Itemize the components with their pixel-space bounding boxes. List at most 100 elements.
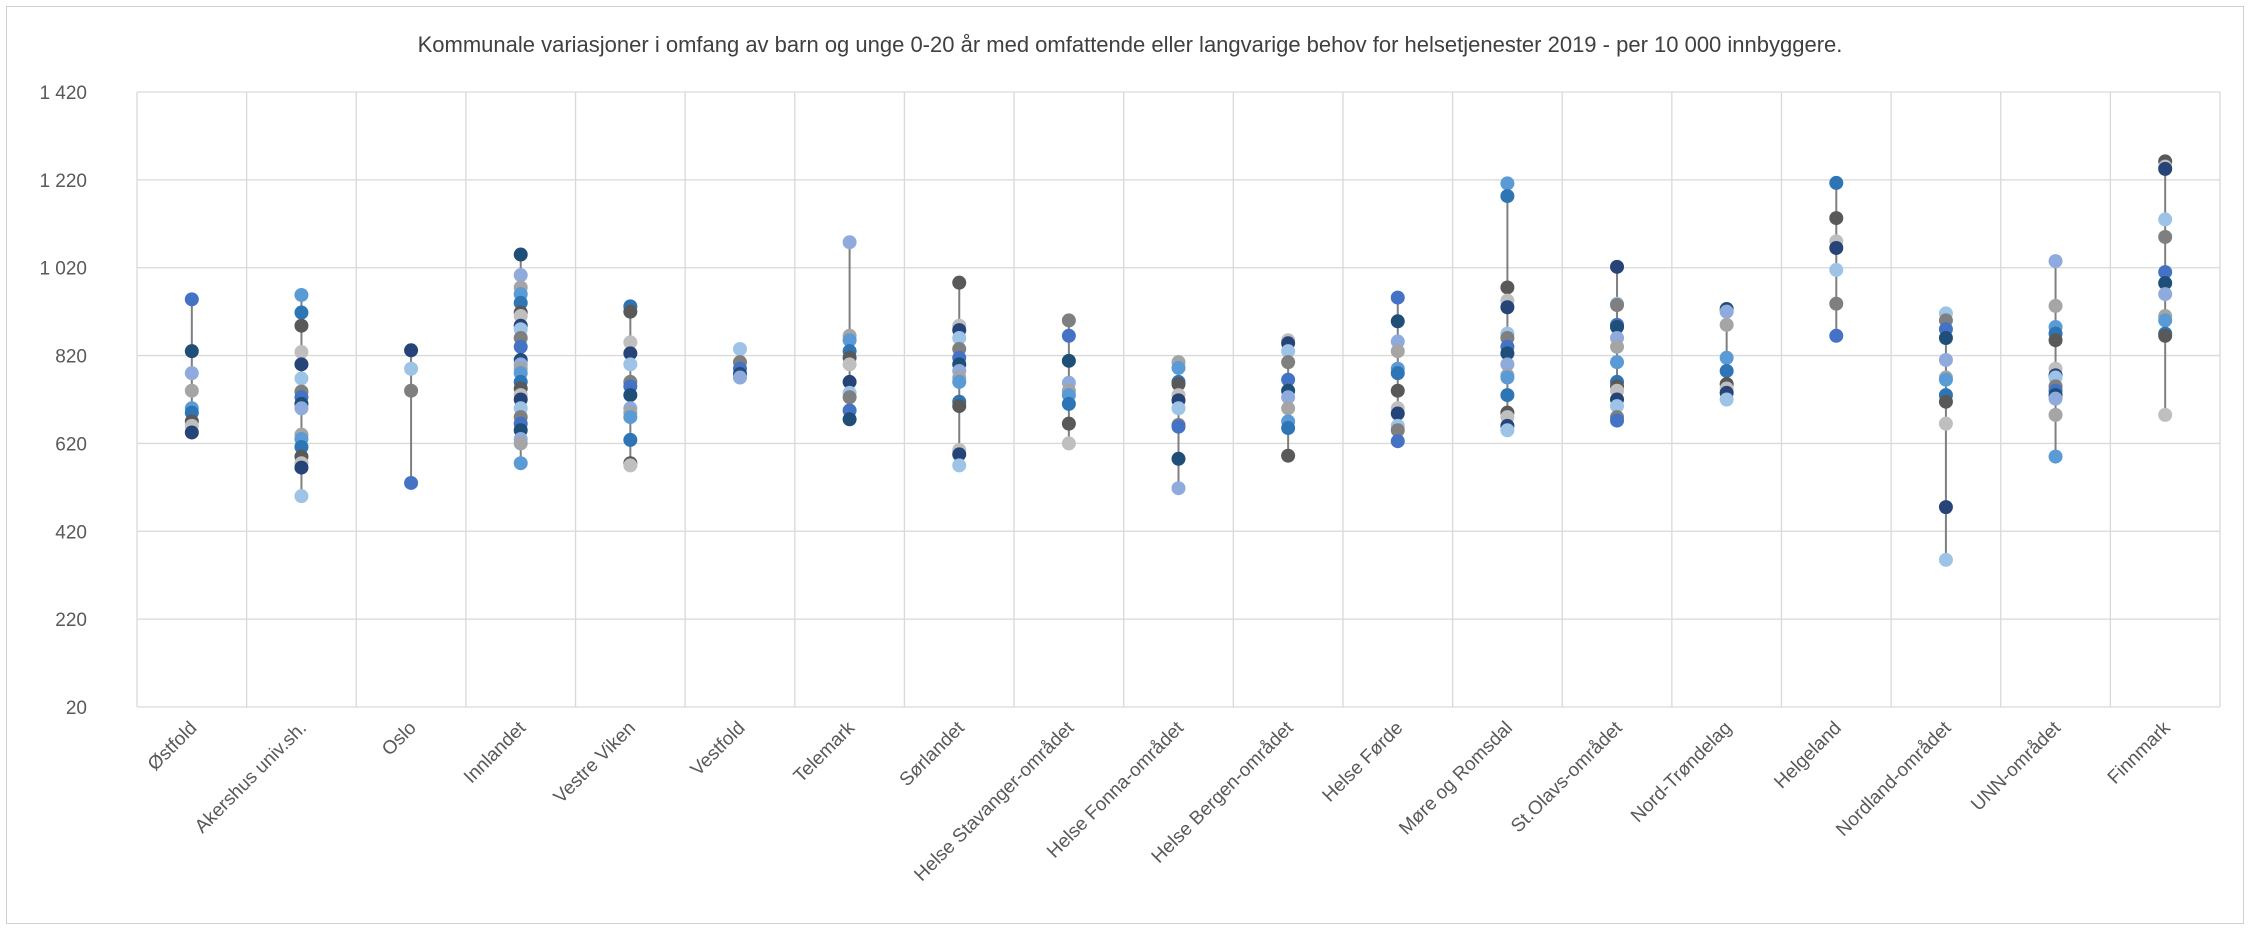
data-point [1500,423,1515,438]
data-point [294,371,309,386]
data-point [1281,372,1296,387]
y-tick-label: 220 [55,610,87,631]
data-point [294,439,309,454]
data-point [513,295,528,310]
data-point [1719,392,1734,407]
y-axis-tick-labels: 20 220 420 620 820 1 020 1 220 1 420 [39,83,87,719]
chart-svg: Kommunale variasjoner i omfang av barn o… [39,32,2221,886]
data-point [2158,287,2173,302]
data-point [1938,416,1953,431]
chart-frame: Kommunale variasjoner i omfang av barn o… [6,6,2244,924]
data-point [623,346,638,361]
data-point [1061,436,1076,451]
data-point [1171,419,1186,434]
data-point [1390,423,1405,438]
category-group [732,341,747,385]
data-point [404,361,419,376]
y-tick-label: 820 [55,347,87,368]
data-point [1938,331,1953,345]
category-group [623,299,638,473]
chart-title: Kommunale variasjoner i omfang av barn o… [418,32,1843,57]
data-point [404,383,419,398]
x-tick-label: Vestre Viken [550,718,640,808]
data-point [2048,254,2063,269]
data-point [294,318,309,333]
x-tick-label: Helse Førde [1319,718,1408,807]
data-point [513,309,528,324]
data-point [2158,161,2173,176]
data-point [2158,407,2173,422]
data-point [1171,360,1186,375]
data-point [1390,290,1405,305]
data-point [1500,346,1515,361]
data-point [1500,176,1515,191]
category-group [1719,302,1734,407]
data-point [1719,350,1734,365]
data-point [184,383,199,398]
data-point [1610,320,1625,335]
data-point [1500,370,1515,385]
data-point [184,292,199,307]
category-group [1610,259,1625,428]
data-point [1061,353,1076,368]
data-point [623,357,638,372]
data-point [1500,357,1515,372]
data-point [404,343,419,358]
data-point [294,305,309,320]
y-tick-label: 1 420 [39,83,87,104]
data-point [623,335,638,350]
data-point [294,460,309,475]
data-point [513,436,528,451]
grid-layer [136,91,2221,708]
data-point [623,388,638,403]
category-group [1938,306,1953,567]
x-tick-label: Møre og Romsdal [1395,718,1517,840]
data-point [952,275,967,290]
data-point [1281,401,1296,416]
data-point [1829,262,1844,277]
data-point [1390,344,1405,359]
data-point [842,333,857,348]
data-point [184,366,199,381]
data-point [2048,407,2063,422]
data-point [842,412,857,427]
series-layer [184,154,2173,567]
category-group [1500,176,1515,438]
data-point [1390,314,1405,329]
data-point [1829,175,1844,190]
data-point [1390,406,1405,421]
data-point [1719,317,1734,332]
data-point [952,458,967,473]
data-point [1390,383,1405,398]
data-point [952,374,967,389]
data-point [1829,240,1844,255]
y-tick-label: 20 [66,698,87,719]
data-point [2048,449,2063,464]
x-tick-label: Østfold [144,718,201,775]
data-point [1500,280,1515,295]
x-tick-label: Sørlandet [896,717,970,791]
data-point [513,268,528,283]
data-point [1610,355,1625,370]
data-point [1938,500,1953,515]
category-group [294,287,309,504]
data-point [842,357,857,372]
data-point [2158,265,2173,280]
data-point [732,341,747,356]
data-point [1500,388,1515,403]
data-point [1829,296,1844,311]
x-tick-label: Innlandet [460,717,531,788]
data-point [2048,333,2063,348]
category-group [513,247,528,471]
data-point [1281,355,1296,370]
category-group [1829,175,1844,343]
data-point [1281,390,1296,405]
data-point [1610,259,1625,274]
data-point [404,475,419,490]
data-point [513,456,528,471]
category-group [952,275,967,473]
x-tick-label: Finnmark [2104,717,2175,788]
x-tick-label: Helgeland [1770,718,1845,793]
category-group [1171,355,1186,496]
data-point [623,432,638,447]
